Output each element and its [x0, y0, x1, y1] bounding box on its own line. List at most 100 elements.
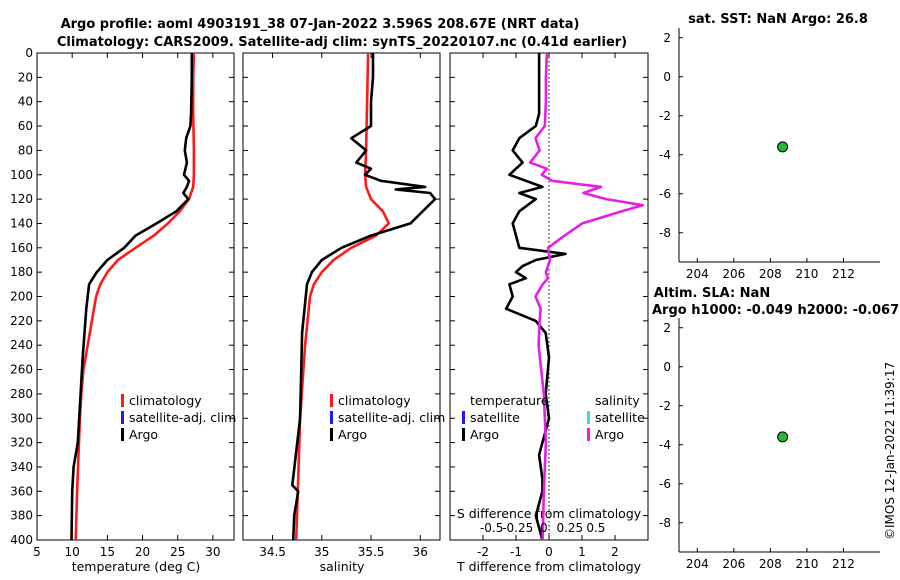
- series-argo-line: [70, 53, 194, 540]
- y-tick-label: 120: [10, 192, 33, 206]
- y-tick-label: 360: [10, 484, 33, 498]
- map-x-tick-label: 204: [686, 557, 709, 571]
- salinity-legend: climatology satellite-adj. clim Argo: [330, 393, 445, 442]
- y-tick-label: 280: [10, 387, 33, 401]
- map-y-tick-label: -6: [659, 477, 671, 491]
- legend-s-satellite-marker: [587, 411, 590, 424]
- legend-t-argo-marker: [462, 428, 465, 441]
- main-title-line1: Argo profile: aoml 4903191_38 07-Jan-202…: [61, 17, 580, 32]
- series-climatology-line: [74, 53, 196, 540]
- legend-climatology-marker: [121, 394, 124, 407]
- y-tick-label: 60: [18, 119, 33, 133]
- map-y-tick-label: -6: [659, 187, 671, 201]
- map-y-tick-label: -8: [659, 226, 671, 240]
- sst-title: sat. SST: NaN Argo: 26.8: [688, 12, 868, 27]
- map-x-tick-label: 204: [686, 267, 709, 281]
- plot-frame: [36, 52, 235, 541]
- x-tick-label: 5: [33, 545, 41, 559]
- y-tick-label: 260: [10, 363, 33, 377]
- y-tick-label: 380: [10, 509, 33, 523]
- x-tick-label: 34.5: [259, 545, 286, 559]
- map-x-tick-label: 212: [832, 267, 855, 281]
- top-x-tick-label: 0.25: [556, 521, 583, 535]
- y-tick-label: 160: [10, 241, 33, 255]
- legend-satellite-marker: [330, 411, 333, 424]
- x-tick-label: 30: [205, 545, 220, 559]
- series-climatology-line: [294, 53, 391, 540]
- legend-argo-label: Argo: [338, 427, 367, 442]
- x-tick-label: 2: [611, 545, 619, 559]
- difference-legend: temperature satellite Argo salinity sate…: [462, 393, 645, 442]
- map-y-tick-label: -4: [659, 148, 671, 162]
- y-tick-label: 300: [10, 411, 33, 425]
- legend-salinity-heading: salinity: [595, 393, 640, 408]
- legend-satellite-label: satellite-adj. clim: [129, 410, 236, 425]
- map-y-tick-label: 0: [663, 70, 671, 84]
- y-tick-label: 80: [18, 143, 33, 157]
- temperature-xlabel: temperature (deg C): [72, 559, 201, 574]
- map-y-tick-label: -4: [659, 438, 671, 452]
- map-y-tick-label: -2: [659, 109, 671, 123]
- x-tick-label: 25: [170, 545, 185, 559]
- x-tick-label: 0: [545, 545, 553, 559]
- series-salinity-argo-line: [528, 53, 645, 540]
- y-tick-label: 140: [10, 216, 33, 230]
- sst-map-panel: 204 206 208 210 212 2 0 -2 -4 -6 -8: [659, 28, 880, 281]
- y-tick-label: 100: [10, 168, 33, 182]
- map-y-tick-label: -2: [659, 399, 671, 413]
- map-x-tick-label: 210: [795, 267, 818, 281]
- y-tick-label: 200: [10, 290, 33, 304]
- map-x-tick-label: 212: [832, 557, 855, 571]
- x-tick-label: 20: [135, 545, 150, 559]
- salinity-panel: 34.5 35 35.5 36: [242, 52, 441, 559]
- map-x-tick-label: 208: [759, 267, 782, 281]
- temperature-panel: 5 10 15 20 25 3002040608010012014016018020022…: [10, 46, 235, 559]
- series-argo-line: [290, 53, 437, 540]
- legend-s-satellite-label: satellite: [595, 410, 645, 425]
- x-tick-label: 36: [413, 545, 428, 559]
- argo-location-point: [777, 431, 789, 443]
- legend-argo-marker: [121, 428, 124, 441]
- y-tick-label: 220: [10, 314, 33, 328]
- y-tick-label: 400: [10, 533, 33, 547]
- sla-map-panel: 204 206 208 210 212 2 0 -2 -4 -6 -8: [659, 318, 880, 571]
- map-x-tick-label: 208: [759, 557, 782, 571]
- map-x-tick-label: 210: [795, 557, 818, 571]
- imos-watermark: ©IMOS 12-Jan-2022 11:39:17: [883, 362, 897, 540]
- map-x-tick-label: 206: [722, 267, 745, 281]
- top-x-tick-label: 0: [540, 521, 548, 535]
- legend-t-argo-label: Argo: [470, 427, 499, 442]
- difference-panel: -2 -1 0 1 2-0.5-0.25 0 0.25 0.5: [449, 52, 649, 559]
- top-x-tick-label: 0.5: [586, 521, 605, 535]
- y-tick-label: 40: [18, 95, 33, 109]
- legend-t-satellite-marker: [462, 411, 465, 424]
- y-tick-label: 180: [10, 265, 33, 279]
- legend-argo-marker: [330, 428, 333, 441]
- y-tick-label: 320: [10, 436, 33, 450]
- x-tick-label: 35.5: [358, 545, 385, 559]
- map-x-tick-label: 206: [722, 557, 745, 571]
- legend-climatology-label: climatology: [129, 393, 202, 408]
- legend-s-argo-marker: [587, 428, 590, 441]
- tdiff-xlabel: T difference from climatology: [456, 559, 642, 574]
- map-y-tick-label: -8: [659, 516, 671, 530]
- top-x-tick-label: -0.25: [502, 521, 533, 535]
- sla-title-line2: Argo h1000: -0.049 h2000: -0.067: [652, 303, 899, 318]
- y-tick-label: 20: [18, 70, 33, 84]
- legend-climatology-marker: [330, 394, 333, 407]
- plot-frame: [242, 52, 441, 541]
- legend-satellite-label: satellite-adj. clim: [338, 410, 445, 425]
- x-tick-label: 15: [100, 545, 115, 559]
- x-tick-label: 35: [314, 545, 329, 559]
- argo-location-point: [777, 141, 789, 153]
- legend-argo-label: Argo: [129, 427, 158, 442]
- legend-satellite-marker: [121, 411, 124, 424]
- y-tick-label: 240: [10, 338, 33, 352]
- main-title-line2: Climatology: CARS2009. Satellite-adj cli…: [57, 35, 627, 50]
- x-tick-label: 1: [578, 545, 586, 559]
- legend-s-argo-label: Argo: [595, 427, 624, 442]
- legend-climatology-label: climatology: [338, 393, 411, 408]
- y-tick-label: 0: [25, 46, 33, 60]
- x-tick-label: -2: [477, 545, 489, 559]
